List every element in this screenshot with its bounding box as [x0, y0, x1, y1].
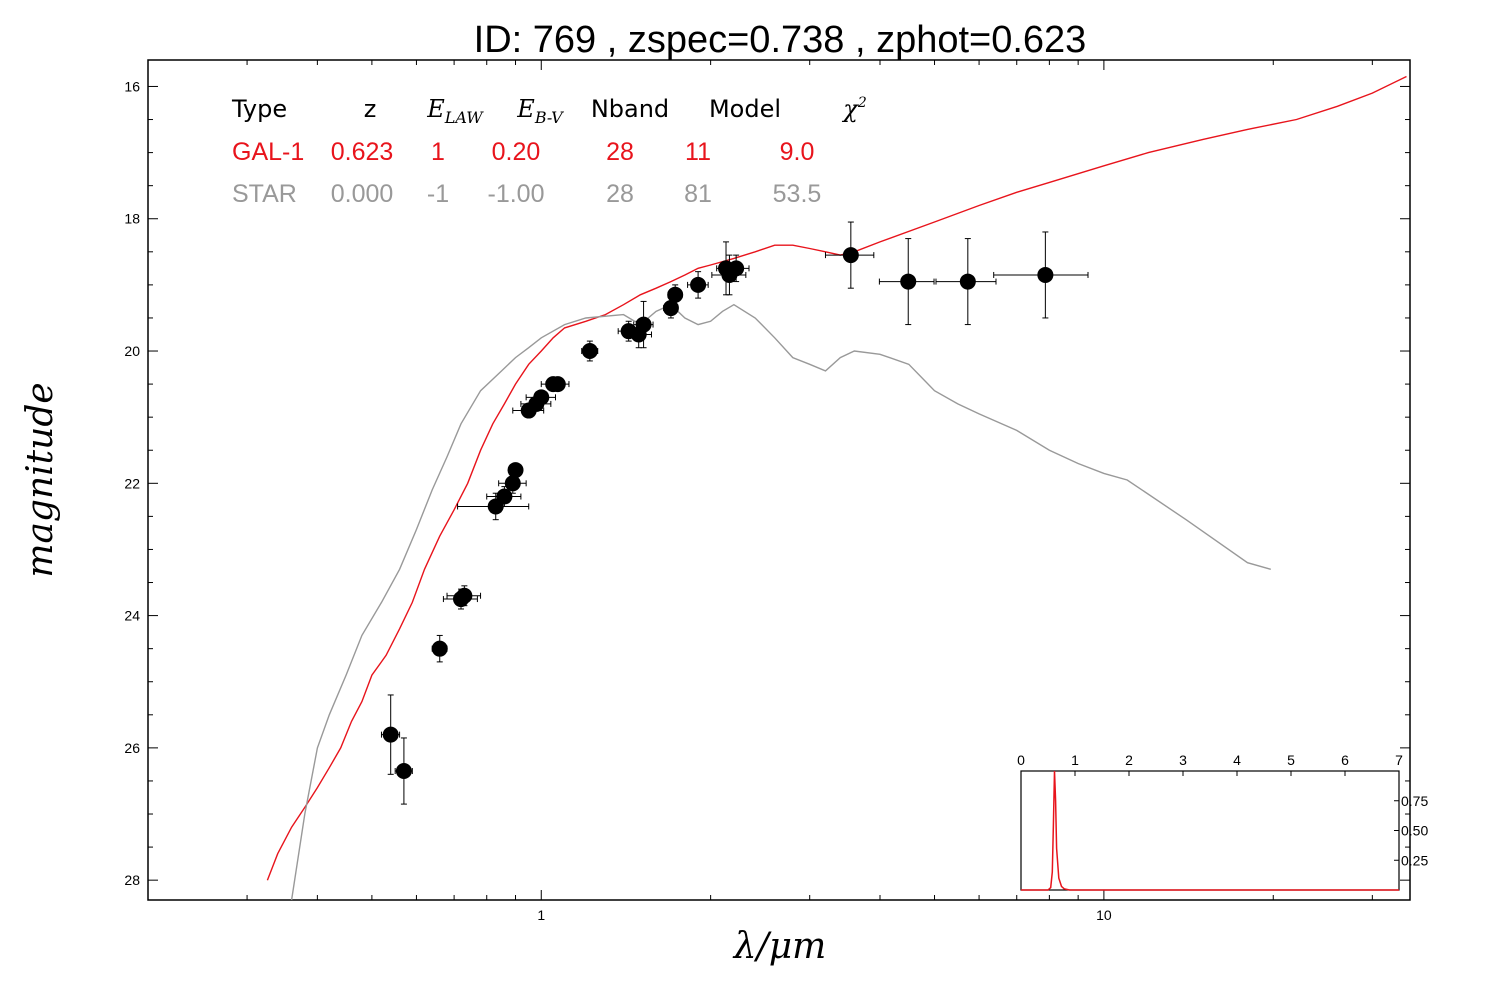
inset-x-tick-label: 3 [1179, 752, 1187, 768]
data-point-marker [431, 640, 448, 657]
data-point-marker [456, 587, 473, 604]
inset-frame [1020, 770, 1400, 891]
legend-table: Type z ELAW EB-V Nband Model χ2 GAL-1 0.623 1 0.20… [231, 95, 867, 208]
data-point [824, 221, 875, 289]
inset-x-tick-label: 4 [1233, 752, 1241, 768]
data-point [993, 231, 1089, 319]
data-point-marker [533, 389, 550, 406]
legend-cell: 11 [685, 138, 711, 166]
data-point-marker [549, 376, 566, 393]
legend-cell: 0.623 [331, 138, 394, 166]
inset-x-tick-label: 2 [1125, 752, 1133, 768]
series-layer [266, 75, 1407, 901]
inset-x-tick-label: 0 [1017, 752, 1025, 768]
legend-header: Nband [591, 95, 669, 123]
y-tick-label: 28 [124, 872, 140, 888]
legend-cell: 53.5 [773, 180, 822, 208]
series-line-gal-1 [266, 75, 1407, 881]
data-point [380, 694, 401, 775]
legend-cell: STAR [232, 180, 297, 208]
x-axis: 1 10 [147, 60, 1373, 923]
data-point [667, 284, 684, 306]
y-tick-label: 20 [124, 343, 140, 359]
data-point [498, 472, 527, 494]
legend-header: EB-V [516, 95, 564, 127]
legend-cell: 0.20 [492, 138, 541, 166]
x-tick-label: 10 [1096, 907, 1112, 923]
data-point [394, 737, 413, 805]
data-point [431, 634, 448, 663]
inset-y-tick-label: 0.75 [1401, 793, 1428, 809]
y-tick-label: 22 [124, 475, 140, 491]
data-point [722, 254, 750, 283]
data-point-marker [1037, 266, 1054, 283]
data-point [486, 486, 522, 507]
data-point-marker [581, 343, 598, 360]
legend-header: ELAW [426, 95, 484, 127]
data-point [507, 462, 524, 479]
data-point [581, 340, 599, 362]
inset-pdz: 0 1 2 3 4 5 6 7 0.25 0.50 0.75 [1017, 752, 1428, 891]
data-point [878, 238, 935, 326]
data-point-marker [842, 247, 859, 264]
data-point-marker [959, 273, 976, 290]
inset-x-tick-label: 6 [1341, 752, 1349, 768]
data-point [935, 238, 997, 326]
legend-header: Model [709, 95, 781, 123]
legend-cell: -1 [427, 180, 449, 208]
chart-title: ID: 769 , zspec=0.738 , zphot=0.623 [474, 19, 1087, 61]
data-point [633, 300, 654, 349]
series-line-star [290, 303, 1271, 901]
data-point-marker [667, 286, 684, 303]
inset-x-tick-label: 7 [1395, 752, 1403, 768]
legend-header: χ2 [841, 95, 867, 123]
legend-cell: 0.000 [331, 180, 394, 208]
data-point [446, 585, 482, 607]
y-tick-label: 26 [124, 740, 140, 756]
x-tick-label: 1 [537, 907, 545, 923]
data-point-marker [382, 726, 399, 743]
legend-header: z [364, 95, 377, 123]
data-point [525, 389, 556, 406]
data-point-marker [504, 475, 521, 492]
legend-cell: -1.00 [488, 180, 545, 208]
legend-cell: 1 [431, 138, 445, 166]
inset-y-tick-label: 0.50 [1401, 823, 1428, 839]
data-point-marker [728, 260, 745, 277]
y-tick-label: 18 [124, 211, 140, 227]
data-point-marker [900, 273, 917, 290]
inset-x-tick-label: 5 [1287, 752, 1295, 768]
plot-frame [147, 59, 1411, 901]
data-point [457, 492, 530, 521]
inset-y-tick-label: 0.25 [1401, 852, 1428, 868]
y-tick-label: 16 [124, 78, 140, 94]
legend-cell: 28 [606, 138, 634, 166]
legend-cell: 28 [606, 180, 634, 208]
data-point-marker [635, 316, 652, 333]
x-axis-label: λ/μm [732, 926, 826, 967]
y-axis-label: magnitude [20, 382, 61, 577]
data-point [545, 376, 570, 393]
legend-header: Type [231, 95, 287, 123]
data-point-marker [507, 462, 524, 479]
inset-x-tick-label: 1 [1071, 752, 1079, 768]
legend-cell: 9.0 [780, 138, 815, 166]
legend-cell: GAL-1 [232, 138, 304, 166]
data-point-marker [395, 763, 412, 780]
data-point-marker [690, 276, 707, 293]
data-point-marker [496, 488, 513, 505]
legend-cell: 81 [684, 180, 712, 208]
photometry-points [380, 221, 1089, 805]
data-point [687, 271, 709, 299]
inset-pdz-line [1021, 770, 1399, 891]
y-tick-label: 24 [124, 608, 140, 624]
